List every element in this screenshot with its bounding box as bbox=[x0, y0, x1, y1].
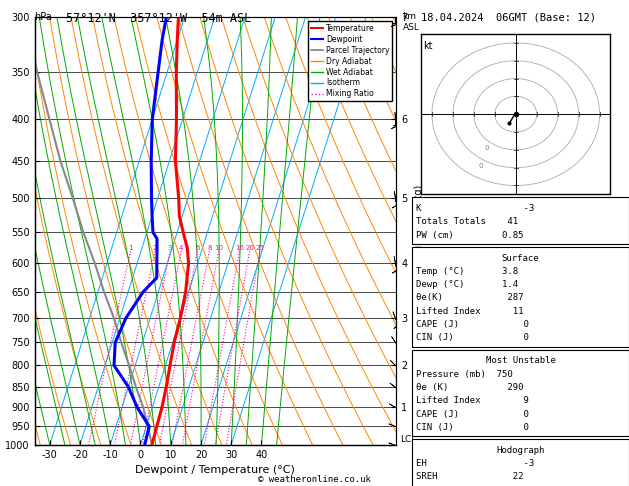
Legend: Temperature, Dewpoint, Parcel Trajectory, Dry Adiabat, Wet Adiabat, Isotherm, Mi: Temperature, Dewpoint, Parcel Trajectory… bbox=[308, 21, 392, 102]
Bar bbox=[412, 247, 629, 347]
Text: Surface: Surface bbox=[502, 254, 539, 262]
Bar bbox=[412, 197, 629, 244]
Text: 0: 0 bbox=[484, 145, 489, 151]
Text: CIN (J)             0: CIN (J) 0 bbox=[416, 333, 529, 343]
Y-axis label: hPa: hPa bbox=[0, 221, 3, 241]
Text: K                   -3: K -3 bbox=[416, 204, 535, 212]
Text: θe (K)           290: θe (K) 290 bbox=[416, 383, 524, 392]
Text: Temp (°C)       3.8: Temp (°C) 3.8 bbox=[416, 267, 518, 276]
Text: 8: 8 bbox=[207, 245, 211, 251]
Text: CAPE (J)            0: CAPE (J) 0 bbox=[416, 410, 529, 418]
Text: Pressure (mb)  750: Pressure (mb) 750 bbox=[416, 369, 513, 379]
Text: km
ASL: km ASL bbox=[403, 12, 420, 32]
Text: © weatheronline.co.uk: © weatheronline.co.uk bbox=[258, 474, 371, 484]
Text: Hodograph: Hodograph bbox=[496, 446, 545, 455]
Text: 20: 20 bbox=[245, 245, 254, 251]
Y-axis label: Mixing Ratio (g/kg): Mixing Ratio (g/kg) bbox=[415, 185, 425, 277]
Text: θe(K)            287: θe(K) 287 bbox=[416, 294, 524, 302]
Text: Lifted Index        9: Lifted Index 9 bbox=[416, 396, 529, 405]
Text: 6: 6 bbox=[195, 245, 199, 251]
Text: SREH              22: SREH 22 bbox=[416, 472, 524, 482]
Text: 16: 16 bbox=[235, 245, 244, 251]
Text: 2: 2 bbox=[153, 245, 157, 251]
Text: Dewp (°C)       1.4: Dewp (°C) 1.4 bbox=[416, 280, 518, 289]
Text: 18.04.2024  06GMT (Base: 12): 18.04.2024 06GMT (Base: 12) bbox=[421, 12, 596, 22]
Text: LCL: LCL bbox=[400, 435, 416, 444]
Text: PW (cm)         0.85: PW (cm) 0.85 bbox=[416, 230, 524, 240]
X-axis label: Dewpoint / Temperature (°C): Dewpoint / Temperature (°C) bbox=[135, 465, 296, 475]
Text: Totals Totals    41: Totals Totals 41 bbox=[416, 217, 518, 226]
Text: CIN (J)             0: CIN (J) 0 bbox=[416, 423, 529, 432]
Text: 25: 25 bbox=[255, 245, 264, 251]
Text: 1: 1 bbox=[128, 245, 133, 251]
Text: Most Unstable: Most Unstable bbox=[486, 356, 555, 365]
Bar bbox=[412, 439, 629, 486]
Text: EH                  -3: EH -3 bbox=[416, 459, 535, 468]
Text: hPa: hPa bbox=[35, 12, 52, 22]
Bar bbox=[412, 349, 629, 436]
Text: 0: 0 bbox=[478, 163, 482, 169]
Text: Lifted Index      11: Lifted Index 11 bbox=[416, 307, 524, 316]
Text: CAPE (J)            0: CAPE (J) 0 bbox=[416, 320, 529, 329]
Text: 10: 10 bbox=[214, 245, 223, 251]
Text: kt: kt bbox=[423, 41, 433, 51]
Text: 3: 3 bbox=[168, 245, 172, 251]
Text: 57°12'N  357°12'W  54m ASL: 57°12'N 357°12'W 54m ASL bbox=[66, 12, 252, 25]
Text: 4: 4 bbox=[179, 245, 184, 251]
